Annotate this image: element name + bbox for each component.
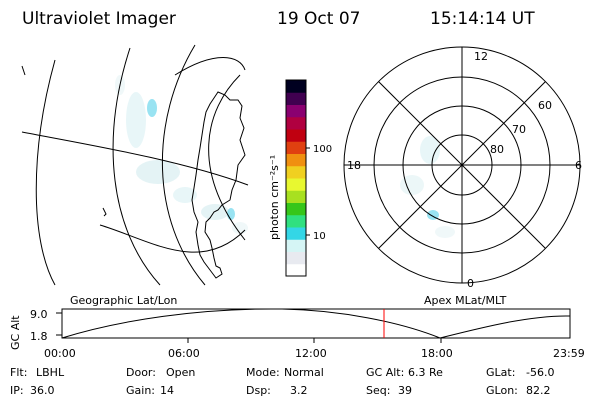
param-value: Normal (284, 366, 324, 379)
timeline-x-label: 23:59 (553, 347, 585, 360)
colorbar-unit-label: photon cm⁻²s⁻¹ (268, 155, 281, 240)
param-label: Dsp: (246, 384, 271, 397)
param-value: 14 (160, 384, 174, 397)
polar-axis-diagonal (378, 81, 546, 249)
param-value: 82.2 (526, 384, 551, 397)
colorbar-swatch (286, 165, 306, 179)
mlat-label-70: 70 (512, 123, 526, 136)
param-label: Mode: (246, 366, 280, 379)
timeline-y-label-max: 9.0 (30, 308, 48, 321)
param-label: Gain: (126, 384, 155, 397)
timeline-x-label: 12:00 (295, 347, 327, 360)
colorbar-swatch (286, 129, 306, 142)
mlt-label-6: 6 (575, 159, 582, 172)
param-label: Flt: (10, 366, 27, 379)
mlt-label-0: 0 (467, 277, 474, 290)
island-outline (102, 207, 107, 217)
aurora-emission-polar (400, 136, 455, 238)
colorbar-swatch (286, 116, 306, 130)
parameter-footer: Flt: LBHL Door: Open Mode: Normal GC Alt… (10, 366, 554, 397)
altitude-timeline: Geographic Lat/Lon Apex MLat/MLT GC Alt … (9, 294, 585, 360)
map-latitude-line (112, 47, 161, 286)
param-label: GC Alt: (366, 366, 404, 379)
param-value: -56.0 (526, 366, 554, 379)
colorbar-swatch (286, 251, 306, 265)
timeline-left-title: Geographic Lat/Lon (70, 294, 177, 307)
param-label: Seq: (366, 384, 390, 397)
colorbar-tick-label: 100 (313, 144, 332, 155)
colorbar-swatch (286, 227, 306, 240)
polar-plot: 12 18 6 0 60 70 80 (343, 46, 582, 290)
timeline-frame (61, 308, 571, 339)
param-label: GLat: (486, 366, 515, 379)
coastline (191, 91, 246, 279)
timeline-y-label-min: 1.8 (30, 330, 48, 343)
timeline-x-label: 06:00 (168, 347, 200, 360)
colorbar-swatch (286, 190, 306, 203)
color-scale-bar: 100 10 photon cm⁻²s⁻¹ (268, 79, 332, 277)
colorbar-swatch (286, 239, 306, 252)
param-value: 6.3 Re (408, 366, 443, 379)
param-label: Door: (126, 366, 156, 379)
colorbar-swatch (286, 92, 306, 105)
colorbar-swatch (286, 80, 306, 93)
param-label: GLon: (486, 384, 518, 397)
altitude-curve (61, 308, 571, 339)
mlat-label-80: 80 (490, 143, 504, 156)
map-longitude-line (21, 131, 249, 186)
map-latitude-line (208, 74, 246, 241)
timeline-right-title: Apex MLat/MLT (424, 294, 507, 307)
timeline-x-label: 18:00 (421, 347, 453, 360)
param-value: LBHL (36, 366, 65, 379)
mlat-label-60: 60 (538, 99, 552, 112)
observation-date: 19 Oct 07 (277, 9, 360, 29)
colorbar-swatch (286, 214, 306, 228)
timeline-x-label: 00:00 (44, 347, 76, 360)
colorbar-swatch (286, 178, 306, 191)
map-longitude-line (21, 65, 26, 76)
param-value: 36.0 (30, 384, 55, 397)
param-label: IP: (10, 384, 24, 397)
mlt-label-12: 12 (474, 50, 488, 63)
param-value: 3.2 (290, 384, 308, 397)
colorbar-swatch (286, 104, 306, 118)
observation-time: 15:14:14 UT (430, 9, 535, 29)
geographic-map (21, 44, 249, 286)
colorbar-tick-label: 10 (313, 231, 326, 242)
mlt-label-18: 18 (347, 159, 361, 172)
param-value: 39 (398, 384, 412, 397)
timeline-axis-label: GC Alt (9, 315, 22, 350)
colorbar-swatch (286, 202, 306, 216)
colorbar-swatch (286, 263, 306, 277)
aurora-emission-geographic (115, 75, 248, 234)
colorbar-swatch (286, 141, 306, 154)
map-latitude-line (161, 44, 206, 286)
param-value: Open (166, 366, 195, 379)
map-latitude-line (174, 57, 246, 76)
map-longitude-line (99, 224, 246, 253)
instrument-title: Ultraviolet Imager (22, 9, 176, 29)
colorbar-swatch (286, 153, 306, 167)
map-latitude-line (35, 59, 56, 286)
